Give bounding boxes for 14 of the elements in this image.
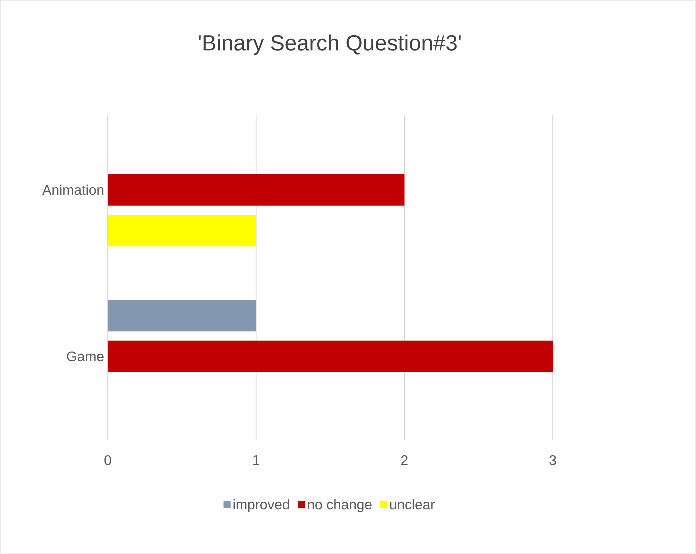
legend-label: improved: [234, 499, 290, 512]
x-tick-label: 0: [104, 455, 112, 466]
bar: [108, 214, 256, 247]
x-tick-label: 2: [402, 455, 408, 466]
bar: [108, 340, 554, 372]
legend-label: no change: [308, 499, 372, 512]
y-tick-label: Animation: [42, 184, 104, 196]
chart-title: 'Binary Search Question#3': [199, 34, 461, 56]
y-tick-label: Game: [67, 352, 104, 362]
x-tick-label: 1: [254, 456, 260, 466]
x-tick-label: 3: [550, 455, 556, 466]
legend-label: unclear: [390, 499, 436, 510]
bar: [108, 300, 256, 332]
bar: [108, 174, 405, 206]
